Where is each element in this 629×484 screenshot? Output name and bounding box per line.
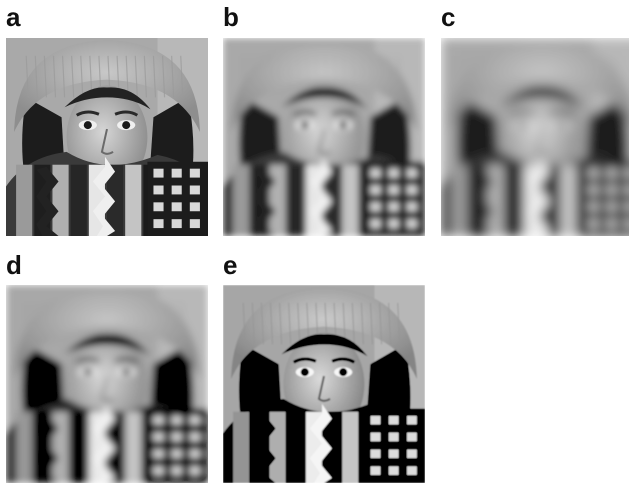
portrait-image-c (441, 38, 629, 236)
portrait-image-e (223, 285, 425, 483)
panel-label-a: a (6, 2, 21, 32)
panel-label-e: e (223, 250, 238, 280)
portrait-image-d (6, 285, 208, 483)
panel-label-c: c (441, 2, 456, 32)
panel-label-d: d (6, 250, 22, 280)
panel-label-b: b (223, 2, 239, 32)
portrait-image-b (223, 38, 425, 236)
portrait-image-a (6, 38, 208, 236)
